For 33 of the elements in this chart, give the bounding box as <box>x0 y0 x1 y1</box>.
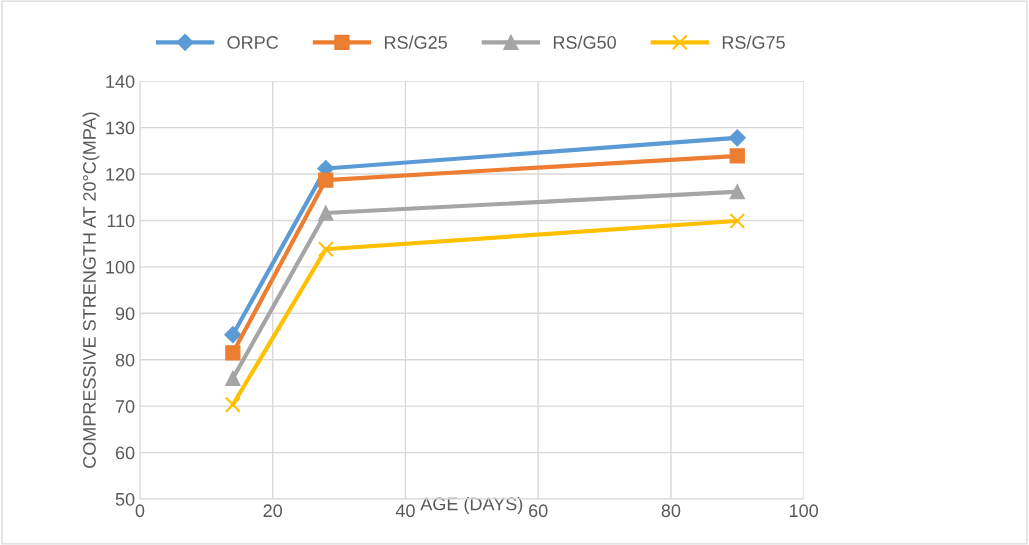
point <box>318 172 334 188</box>
x-tick-label: 60 <box>529 504 548 518</box>
point <box>728 129 746 147</box>
x-tick-label: 0 <box>135 504 145 518</box>
x-tick-label: 80 <box>661 504 681 518</box>
x-axis-title: AGE (DAYS) <box>420 497 523 514</box>
point <box>729 184 745 200</box>
point <box>225 370 241 386</box>
point <box>224 326 242 344</box>
x-tick-label: 20 <box>263 504 283 518</box>
legend-label: RS/G25 <box>384 35 447 49</box>
point <box>729 148 745 164</box>
y-tick-label: 60 <box>115 446 135 460</box>
legend-label: ORPC <box>227 36 279 49</box>
legend-label: RS/G50 <box>553 35 616 49</box>
y-tick-label: 70 <box>115 400 135 413</box>
y-tick-label: 80 <box>115 353 135 367</box>
y-tick-label: 50 <box>115 492 135 506</box>
y-tick-label: 130 <box>106 121 135 135</box>
point <box>225 345 241 361</box>
y-tick-label: 110 <box>107 214 135 228</box>
point <box>224 396 241 413</box>
x-tick-label: 40 <box>395 504 415 518</box>
point <box>729 212 746 229</box>
point <box>318 205 334 221</box>
y-axis-title: COMPRESSIVE STRENGTH AT 20°C(MPA) <box>82 112 100 468</box>
y-tick-label: 140 <box>106 75 135 88</box>
point <box>317 241 334 258</box>
y-tick-label: 100 <box>106 260 135 274</box>
legend-label: RS/G75 <box>722 35 785 49</box>
y-tick-label: 90 <box>115 307 135 321</box>
y-tick-label: 120 <box>106 167 135 181</box>
x-tick-label: 100 <box>789 504 819 518</box>
